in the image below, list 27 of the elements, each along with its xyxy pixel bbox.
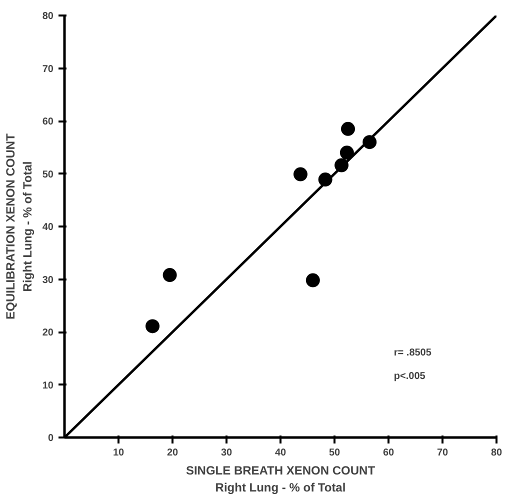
y-tick-label: 80 [42, 11, 54, 22]
point [341, 122, 355, 136]
x-tick-label: 20 [166, 448, 178, 458]
x-tick-label: 30 [220, 448, 232, 458]
y-tick-label: 50 [42, 169, 54, 180]
y-tick-label: 70 [42, 64, 54, 75]
point [340, 146, 354, 160]
y-tick-label: 10 [42, 380, 54, 392]
x-axis-title: SINGLE BREATH XENON COUNT Right Lung - % of Total [186, 464, 376, 494]
y-tick-label: 30 [42, 274, 54, 286]
annotation: p<.005 [394, 371, 426, 382]
y-axis-title: EQUILIBRATION XENON COUNT Right Lung - % of Total [4, 132, 34, 320]
point [146, 319, 160, 334]
point [293, 167, 308, 182]
y-tick-label: 40 [42, 222, 54, 233]
y-tick-label: 60 [42, 116, 54, 128]
x-tick-label: 50 [328, 448, 340, 458]
x-tick-label: 10 [112, 448, 124, 458]
annotation: r= .8505 [394, 347, 432, 358]
x-tick-label: 60 [382, 448, 394, 458]
x-tick-label: 40 [274, 448, 286, 458]
point [162, 268, 177, 282]
y-tick-label: 0 [48, 433, 54, 444]
point [306, 273, 320, 288]
y-tick-label: 20 [42, 328, 54, 338]
x-tick-label: 80 [490, 448, 502, 458]
x-tick-label: 70 [436, 448, 448, 458]
